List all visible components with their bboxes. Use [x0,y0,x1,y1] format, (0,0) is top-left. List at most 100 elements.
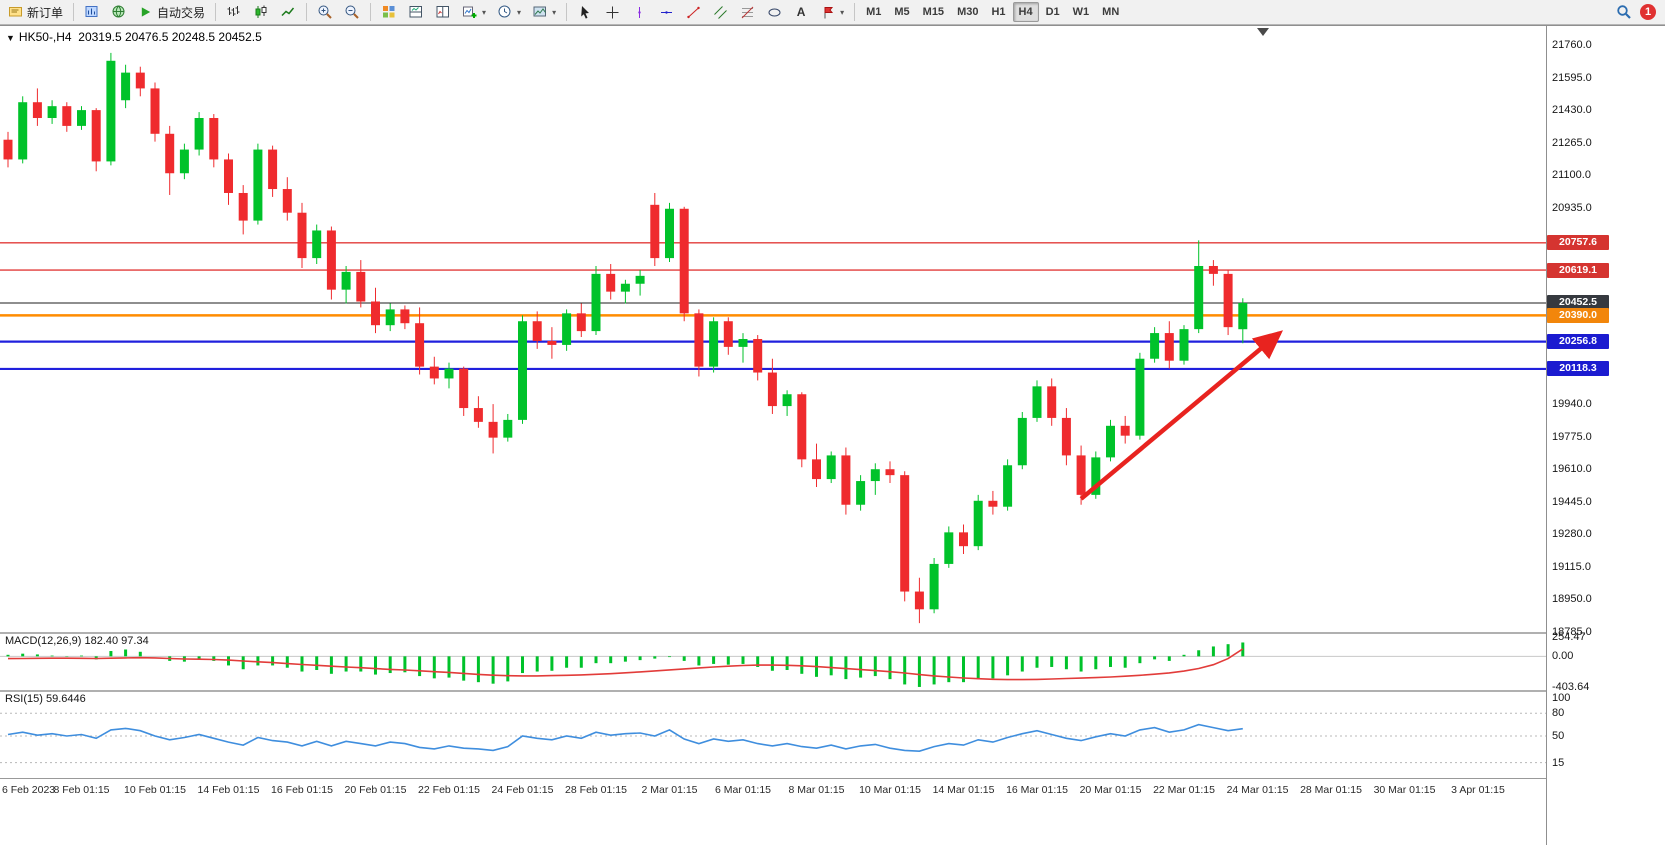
candle [1061,417,1071,456]
candle [3,139,13,160]
timeframe-w1-button[interactable]: W1 [1067,2,1096,22]
trendline-icon [685,4,701,20]
candle [885,469,895,476]
candle [709,321,719,367]
timeframe-m1-button[interactable]: M1 [860,2,887,22]
time-axis-label: 16 Feb 01:15 [271,784,333,796]
shapes-tool-button[interactable] [761,2,787,23]
toolbar: 新订单 自动交易 [0,0,1665,25]
zoom-in-icon [317,4,333,20]
timeframe-m30-button[interactable]: M30 [951,2,984,22]
candle [503,419,513,438]
flag-icon [820,4,836,20]
zoom-out-button[interactable] [339,2,365,23]
text-tool-icon: A [796,5,806,19]
candlestick-icon [253,4,269,20]
chart-shift-marker-icon[interactable] [1257,28,1269,36]
rsi-axis-label: 15 [1552,756,1565,769]
candle [194,118,204,150]
candlestick-chart-button[interactable] [248,2,274,23]
dropdown-icon: ▾ [840,7,845,17]
cursor-icon [577,4,593,20]
trend-arrow-annotation[interactable] [1079,330,1284,501]
price-axis-label: 19775.0 [1552,430,1592,443]
timeframe-m15-button[interactable]: M15 [917,2,950,22]
notification-badge[interactable]: 1 [1640,4,1656,20]
macd-axis-label: 254.47 [1552,631,1586,643]
timeframe-mn-button[interactable]: MN [1096,2,1125,22]
price-axis-label: 19940.0 [1552,398,1592,411]
candle [547,340,557,345]
time-axis-label: 14 Mar 01:15 [932,784,995,796]
macd-panel-divider[interactable] [0,632,1665,634]
one-click-trading-toggle[interactable]: ▼ [6,33,15,43]
candle [532,321,542,341]
rsi-name: RSI(15) [5,693,43,705]
channel-tool-button[interactable] [707,2,733,23]
timeframe-m5-button[interactable]: M5 [888,2,915,22]
timeframe-h1-button[interactable]: H1 [985,2,1011,22]
window-split-horizontal-icon [408,4,424,20]
rsi-panel-divider[interactable] [0,690,1665,692]
cursor-tool-button[interactable] [572,2,598,23]
templates-button[interactable]: ▾ [527,2,561,23]
time-axis-label: 24 Feb 01:15 [491,784,554,796]
profiles-button[interactable]: ▾ [492,2,526,23]
candle [1208,265,1218,274]
auto-trading-button[interactable]: 自动交易 [133,2,210,23]
candle [1150,333,1160,359]
candle [665,208,674,259]
fibonacci-tool-button[interactable] [734,2,760,23]
candle [1106,425,1115,458]
new-order-button[interactable]: 新订单 [3,2,68,23]
price-badge: 20619.1 [1547,262,1609,278]
candle [562,313,572,345]
horizontal-line-tool-button[interactable] [653,2,679,23]
timeframe-d1-button[interactable]: D1 [1040,2,1066,22]
crosshair-tool-button[interactable] [599,2,625,23]
candle [268,149,278,190]
price-badge: 20390.0 [1547,307,1609,323]
candle [753,338,763,373]
horizontal-price-lines [0,242,1546,371]
time-axis-label: 28 Mar 01:15 [1300,784,1362,796]
tile-horizontal-button[interactable] [403,2,429,23]
line-chart-button[interactable] [275,2,301,23]
search-button[interactable] [1611,2,1637,23]
candle [914,591,924,610]
text-tool-button[interactable]: A [788,2,814,23]
rsi-label: RSI(15) 59.6446 [5,693,86,705]
macd-signal-line [7,648,1244,681]
price-chart[interactable] [0,26,1546,778]
new-chart-button[interactable]: ▾ [457,2,491,23]
timeframe-group: M1 M5 M15 M30 H1 H4 D1 W1 MN [860,2,1125,22]
candle [1135,358,1145,436]
charts-window-button[interactable] [79,2,105,23]
candle [959,532,968,547]
candle [1091,457,1101,495]
vertical-line-tool-button[interactable] [626,2,652,23]
candle [1223,273,1233,328]
candle [797,394,807,460]
price-axis[interactable]: 21760.0 21595.0 21430.0 21265.0 21100.0 20935… [1546,26,1665,845]
candle [253,149,263,221]
rsi-value: 59.6446 [45,693,86,705]
tile-windows-button[interactable] [376,2,402,23]
candle [870,469,880,482]
market-watch-button[interactable] [106,2,132,23]
tile-vertical-button[interactable] [430,2,456,23]
bar-chart-button[interactable] [221,2,247,23]
chart-window: ▼ HK50-,H4 20319.5 20476.5 20248.5 20452.… [0,25,1665,845]
arrows-tool-button[interactable]: ▾ [815,2,849,23]
zoom-in-button[interactable] [312,2,338,23]
separator [215,3,217,21]
time-axis-label: 8 Feb 01:15 [53,784,110,796]
macd-label: MACD(12,26,9) 182.40 97.34 [5,635,149,647]
tile-grid-icon [381,4,397,20]
horizontal-line-icon [658,4,674,20]
timeframe-h4-button[interactable]: H4 [1012,2,1039,22]
price-axis-label: 21430.0 [1552,104,1592,117]
time-axis-label: 14 Feb 01:15 [197,784,260,796]
trendline-tool-button[interactable] [680,2,706,23]
candle [32,102,42,119]
